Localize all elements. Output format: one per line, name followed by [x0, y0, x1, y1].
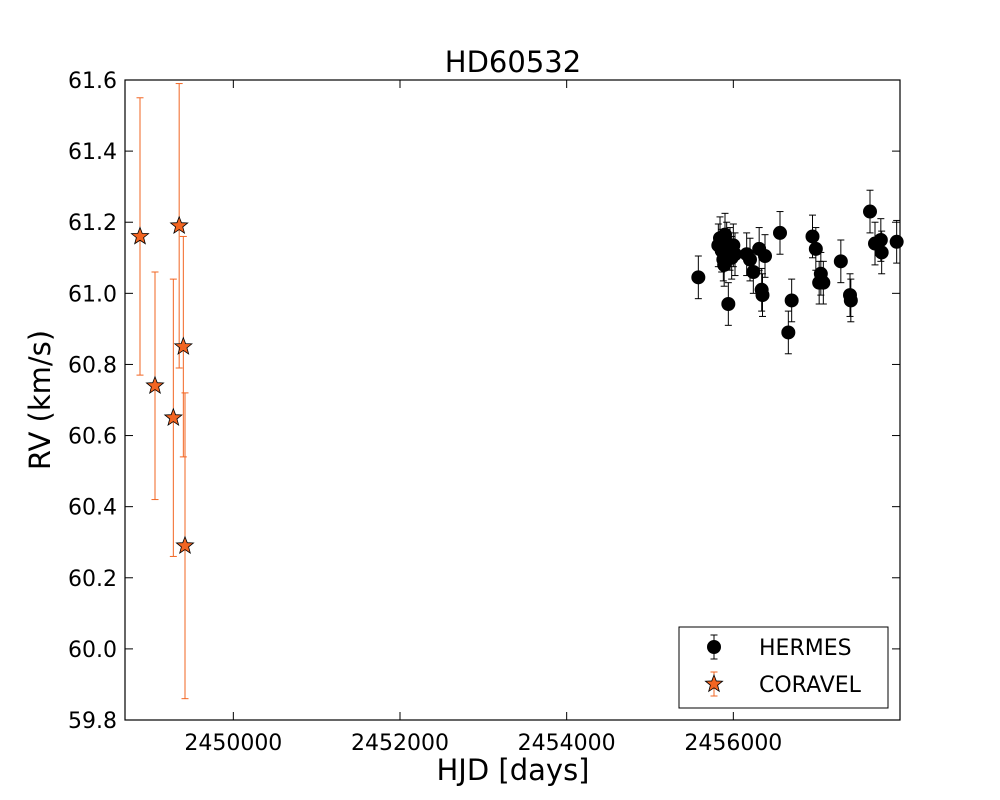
y-tick-label: 60.0: [68, 638, 117, 663]
hermes-point: [874, 245, 889, 260]
hermes-point: [863, 204, 877, 219]
series-coravel: [130, 83, 195, 700]
y-tick-label: 60.8: [68, 353, 117, 378]
hermes-point: [743, 252, 757, 267]
hermes-point: [873, 233, 888, 247]
hermes-point: [721, 297, 736, 311]
hermes-point: [746, 265, 761, 279]
x-tick-label: 2450000: [184, 731, 282, 756]
hermes-point: [843, 293, 858, 308]
x-tick-label: 2452000: [351, 731, 449, 756]
hermes-point: [773, 225, 787, 240]
hermes-point: [889, 234, 904, 249]
y-tick-label: 61.0: [68, 282, 117, 307]
legend-marker-circle: [707, 640, 721, 654]
y-tick-label: 60.6: [68, 425, 117, 450]
coravel-point: [130, 226, 150, 245]
y-tick-label: 61.4: [68, 140, 117, 165]
y-axis-title: RV (km/s): [23, 330, 57, 470]
hermes-point: [691, 270, 706, 285]
hermes-point: [805, 229, 820, 244]
hermes-point: [728, 247, 742, 262]
hermes-point: [833, 254, 848, 269]
x-tick-label: 2454000: [518, 731, 616, 756]
x-axis: 2450000 2452000 2454000 2456000: [184, 80, 782, 756]
legend-label: CORAVEL: [759, 673, 862, 698]
coravel-point: [145, 375, 165, 394]
hermes-point: [816, 275, 831, 290]
coravel-point: [169, 215, 189, 234]
hermes-point: [755, 288, 770, 303]
y-tick-label: 61.2: [68, 211, 117, 236]
coravel-point: [173, 336, 193, 355]
y-axis: 59.8 60.0 60.2 60.4 60.6 60.8 61.0 61.2 61.4 61.6: [68, 69, 900, 734]
coravel-point: [175, 535, 195, 554]
plot-frame: [124, 79, 901, 721]
legend-entry-hermes: HERMES: [707, 634, 852, 661]
series-hermes: [691, 189, 904, 355]
chart-title: HD60532: [445, 45, 581, 79]
y-tick-label: 60.4: [68, 496, 117, 521]
hermes-point: [784, 293, 799, 308]
coravel-point: [163, 407, 183, 426]
legend-entry-coravel: CORAVEL: [704, 671, 862, 698]
plot-area: [130, 83, 904, 700]
x-tick-label: 2456000: [684, 731, 782, 756]
x-axis-title: HJD [days]: [437, 753, 590, 787]
y-tick-label: 59.8: [68, 709, 117, 734]
legend-label: HERMES: [759, 636, 852, 661]
hermes-point: [758, 249, 772, 263]
legend: HERMES CORAVEL: [678, 626, 889, 709]
y-tick-label: 61.6: [68, 69, 117, 94]
hermes-point: [781, 325, 796, 340]
legend-marker-star: [704, 673, 724, 693]
y-tick-label: 60.2: [68, 567, 117, 592]
